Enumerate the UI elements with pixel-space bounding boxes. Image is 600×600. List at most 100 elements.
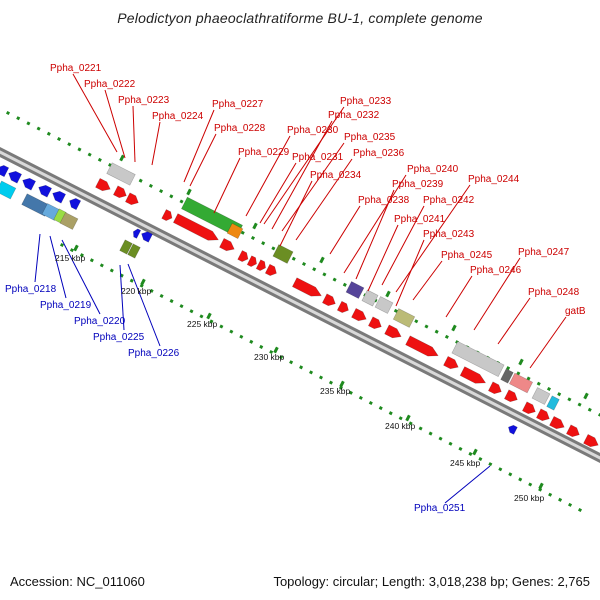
gene-features (0, 162, 599, 448)
tick-mark (259, 344, 264, 349)
tick-mark (149, 288, 154, 293)
reverse-gene-arrow (8, 170, 23, 184)
tick-mark (568, 502, 573, 507)
major-tick (583, 392, 589, 400)
genome-backbone (0, 147, 600, 463)
forward-gene-arrow (161, 209, 173, 221)
callout-line (263, 106, 345, 225)
feature-box (531, 387, 551, 405)
tick-mark (138, 178, 143, 183)
feature-box (272, 244, 294, 264)
forward-gene-arrow (535, 408, 550, 422)
tick-mark (428, 431, 433, 436)
tick-mark (398, 416, 403, 421)
callout-line (213, 157, 241, 214)
tick-mark (516, 371, 521, 376)
gene-label: Ppha_0240 (407, 164, 459, 175)
tick-mark (388, 411, 393, 416)
tick-mark (250, 235, 255, 240)
forward-gene-arrow (549, 415, 565, 430)
feature-box (127, 243, 141, 259)
callout-line (34, 233, 41, 283)
gene-label: Ppha_0220 (74, 316, 126, 327)
gene-label: gatB (565, 306, 586, 317)
gene-label: Ppha_0233 (340, 96, 392, 107)
kbp-scale-labels: 215 kbp 220 kbp 225 kbp 230 kbp 235 kbp 240 k… (55, 253, 545, 503)
major-tick (472, 448, 478, 456)
tick-mark (89, 258, 94, 263)
tick-mark (508, 472, 513, 477)
gene-label: Ppha_0238 (358, 195, 410, 206)
forward-gene-arrow (583, 433, 599, 448)
kbp-label: 215 kbp (55, 253, 86, 263)
reverse-gene-arrow (141, 231, 153, 243)
tick-mark (312, 267, 317, 272)
callout-line (473, 257, 521, 331)
tick-mark (199, 314, 204, 319)
tick-mark (36, 126, 41, 131)
major-tick (206, 312, 212, 320)
tick-mark (159, 189, 164, 194)
gene-label: Ppha_0236 (353, 148, 405, 159)
tick-mark (229, 329, 234, 334)
forward-gene-arrow (405, 335, 439, 357)
tick-mark (69, 248, 74, 253)
gene-label: Ppha_0243 (423, 229, 475, 240)
tick-mark (458, 446, 463, 451)
gene-label: Ppha_0239 (392, 179, 444, 190)
callout-line (444, 465, 491, 504)
gene-label: Ppha_0225 (93, 332, 145, 343)
callout-line (61, 239, 101, 315)
tick-mark (518, 477, 523, 482)
tick-mark (414, 319, 419, 324)
topology-text: Topology: circular; Length: 3,018,238 bp… (273, 574, 590, 589)
major-tick (119, 154, 125, 162)
callout-line (104, 89, 126, 159)
callout-line (151, 121, 161, 166)
gene-label: Ppha_0226 (128, 348, 180, 359)
feature-box (392, 308, 416, 328)
tick-mark (301, 261, 307, 267)
feature-box (361, 289, 379, 307)
major-tick (319, 256, 325, 264)
forward-gene-arrow (237, 250, 249, 262)
tick-mark (99, 263, 104, 268)
tick-mark (269, 350, 274, 355)
tick-mark (597, 412, 600, 418)
major-tick (140, 278, 146, 286)
tick-mark (526, 376, 531, 381)
gene-label: Ppha_0219 (40, 300, 92, 311)
reverse-gene-arrow (38, 184, 53, 198)
gene-label: Ppha_0230 (287, 125, 339, 136)
map-title: Pelodictyon phaeoclathratiforme BU-1, co… (117, 10, 483, 26)
gene-label: Ppha_0228 (214, 123, 266, 134)
tick-mark (148, 183, 153, 188)
gene-label: Ppha_0229 (238, 147, 290, 158)
tick-mark (577, 507, 583, 513)
gene-label: Ppha_0245 (441, 250, 493, 261)
callout-line (343, 174, 407, 274)
tick-mark (249, 339, 254, 344)
tick-mark (468, 451, 473, 456)
callout-line (127, 263, 161, 347)
reverse-gene-arrow (508, 424, 518, 435)
tick-mark (528, 482, 533, 487)
gene-label: Ppha_0218 (5, 284, 57, 295)
gene-label: Ppha_0227 (212, 99, 264, 110)
gene-label: Ppha_0246 (470, 265, 522, 276)
gene-label: Ppha_0235 (344, 132, 396, 143)
tick-mark (67, 142, 72, 147)
tick-mark (342, 282, 347, 287)
tick-mark (393, 308, 398, 313)
tick-mark (169, 194, 174, 199)
tick-mark (16, 116, 21, 121)
major-tick (451, 324, 457, 332)
tick-mark (169, 299, 174, 304)
callout-line (259, 162, 297, 224)
forward-gene-arrow (443, 355, 459, 370)
tick-mark (444, 334, 449, 339)
kbp-label: 250 kbp (514, 493, 545, 503)
gene-label: Ppha_0242 (423, 195, 475, 206)
callout-line (72, 73, 118, 153)
kbp-label: 245 kbp (450, 458, 481, 468)
